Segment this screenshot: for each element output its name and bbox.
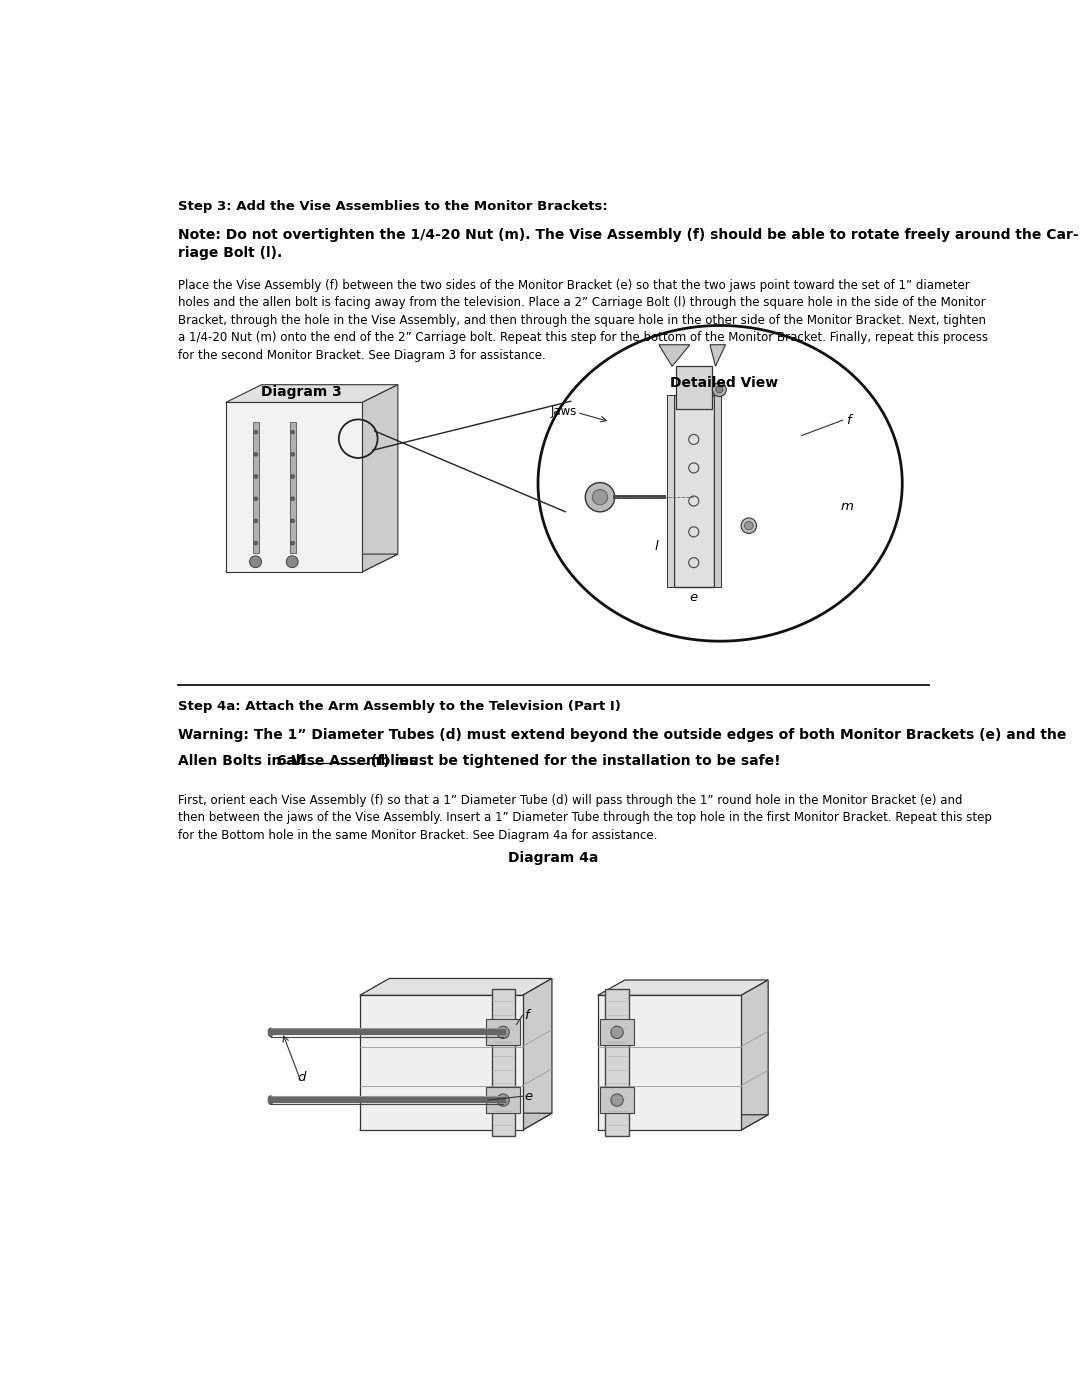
Polygon shape bbox=[597, 996, 741, 1130]
Circle shape bbox=[592, 489, 608, 504]
Bar bbox=[676, 366, 712, 409]
Ellipse shape bbox=[268, 1028, 273, 1037]
Polygon shape bbox=[597, 979, 768, 996]
Bar bbox=[714, 395, 721, 587]
Circle shape bbox=[254, 520, 258, 522]
Circle shape bbox=[254, 430, 258, 434]
Polygon shape bbox=[710, 345, 726, 366]
Circle shape bbox=[254, 497, 258, 500]
Circle shape bbox=[254, 475, 258, 478]
Circle shape bbox=[716, 386, 723, 393]
Polygon shape bbox=[597, 1115, 768, 1130]
Circle shape bbox=[611, 1027, 623, 1038]
Text: Step 3: Add the Vise Assemblies to the Monitor Brackets:: Step 3: Add the Vise Assemblies to the M… bbox=[177, 200, 607, 212]
Text: Allen Bolts in all: Allen Bolts in all bbox=[177, 754, 310, 768]
Text: Jaws: Jaws bbox=[551, 405, 577, 418]
Text: Place the Vise Assembly (f) between the two sides of the Monitor Bracket (e) so : Place the Vise Assembly (f) between the … bbox=[177, 278, 988, 362]
Circle shape bbox=[249, 556, 261, 567]
Polygon shape bbox=[360, 1113, 552, 1130]
Polygon shape bbox=[226, 402, 362, 571]
Bar bbox=[253, 422, 259, 553]
Circle shape bbox=[291, 520, 295, 522]
Circle shape bbox=[744, 521, 753, 529]
Bar bbox=[674, 395, 714, 587]
Circle shape bbox=[497, 1094, 510, 1106]
Text: (f) must be tightened for the installation to be safe!: (f) must be tightened for the installati… bbox=[366, 754, 781, 768]
Text: Diagram 3: Diagram 3 bbox=[261, 384, 342, 398]
Ellipse shape bbox=[268, 1095, 273, 1105]
Text: e: e bbox=[690, 591, 698, 604]
Bar bbox=[600, 1020, 634, 1045]
Polygon shape bbox=[226, 555, 397, 571]
Text: Step 4a: Attach the Arm Assembly to the Television (Part I): Step 4a: Attach the Arm Assembly to the … bbox=[177, 700, 621, 714]
Polygon shape bbox=[226, 384, 397, 402]
Polygon shape bbox=[360, 996, 523, 1130]
Circle shape bbox=[254, 541, 258, 545]
Bar bbox=[491, 989, 515, 1136]
Bar bbox=[289, 422, 296, 553]
Text: f: f bbox=[846, 414, 850, 426]
Circle shape bbox=[741, 518, 757, 534]
Text: 6 Vise Assemblies: 6 Vise Assemblies bbox=[276, 754, 417, 768]
Bar bbox=[606, 989, 629, 1136]
Text: f: f bbox=[524, 1009, 529, 1023]
Circle shape bbox=[585, 482, 615, 511]
Circle shape bbox=[254, 453, 258, 457]
Polygon shape bbox=[360, 978, 552, 996]
Circle shape bbox=[291, 430, 295, 434]
Text: l: l bbox=[654, 539, 659, 553]
Text: Diagram 4a: Diagram 4a bbox=[509, 851, 598, 865]
Circle shape bbox=[497, 1027, 510, 1038]
Text: e: e bbox=[524, 1090, 532, 1102]
Text: Warning: The 1” Diameter Tubes (d) must extend beyond the outside edges of both : Warning: The 1” Diameter Tubes (d) must … bbox=[177, 728, 1066, 742]
Circle shape bbox=[611, 1094, 623, 1106]
Bar bbox=[486, 1087, 521, 1113]
Circle shape bbox=[713, 383, 727, 397]
Text: First, orient each Vise Assembly (f) so that a 1” Diameter Tube (d) will pass th: First, orient each Vise Assembly (f) so … bbox=[177, 793, 991, 841]
Text: m: m bbox=[840, 500, 853, 513]
Bar bbox=[486, 1020, 521, 1045]
Polygon shape bbox=[362, 384, 397, 571]
Circle shape bbox=[291, 541, 295, 545]
Bar bbox=[666, 395, 674, 587]
Circle shape bbox=[291, 497, 295, 500]
Text: Note: Do not overtighten the 1/4-20 Nut (m). The Vise Assembly (f) should be abl: Note: Do not overtighten the 1/4-20 Nut … bbox=[177, 228, 1078, 260]
Polygon shape bbox=[523, 978, 552, 1130]
Polygon shape bbox=[659, 345, 690, 366]
Circle shape bbox=[291, 475, 295, 478]
Polygon shape bbox=[741, 979, 768, 1130]
Text: d: d bbox=[297, 1070, 306, 1084]
Text: Detailed View: Detailed View bbox=[670, 376, 778, 390]
Bar bbox=[600, 1087, 634, 1113]
Circle shape bbox=[291, 453, 295, 457]
Circle shape bbox=[286, 556, 298, 567]
